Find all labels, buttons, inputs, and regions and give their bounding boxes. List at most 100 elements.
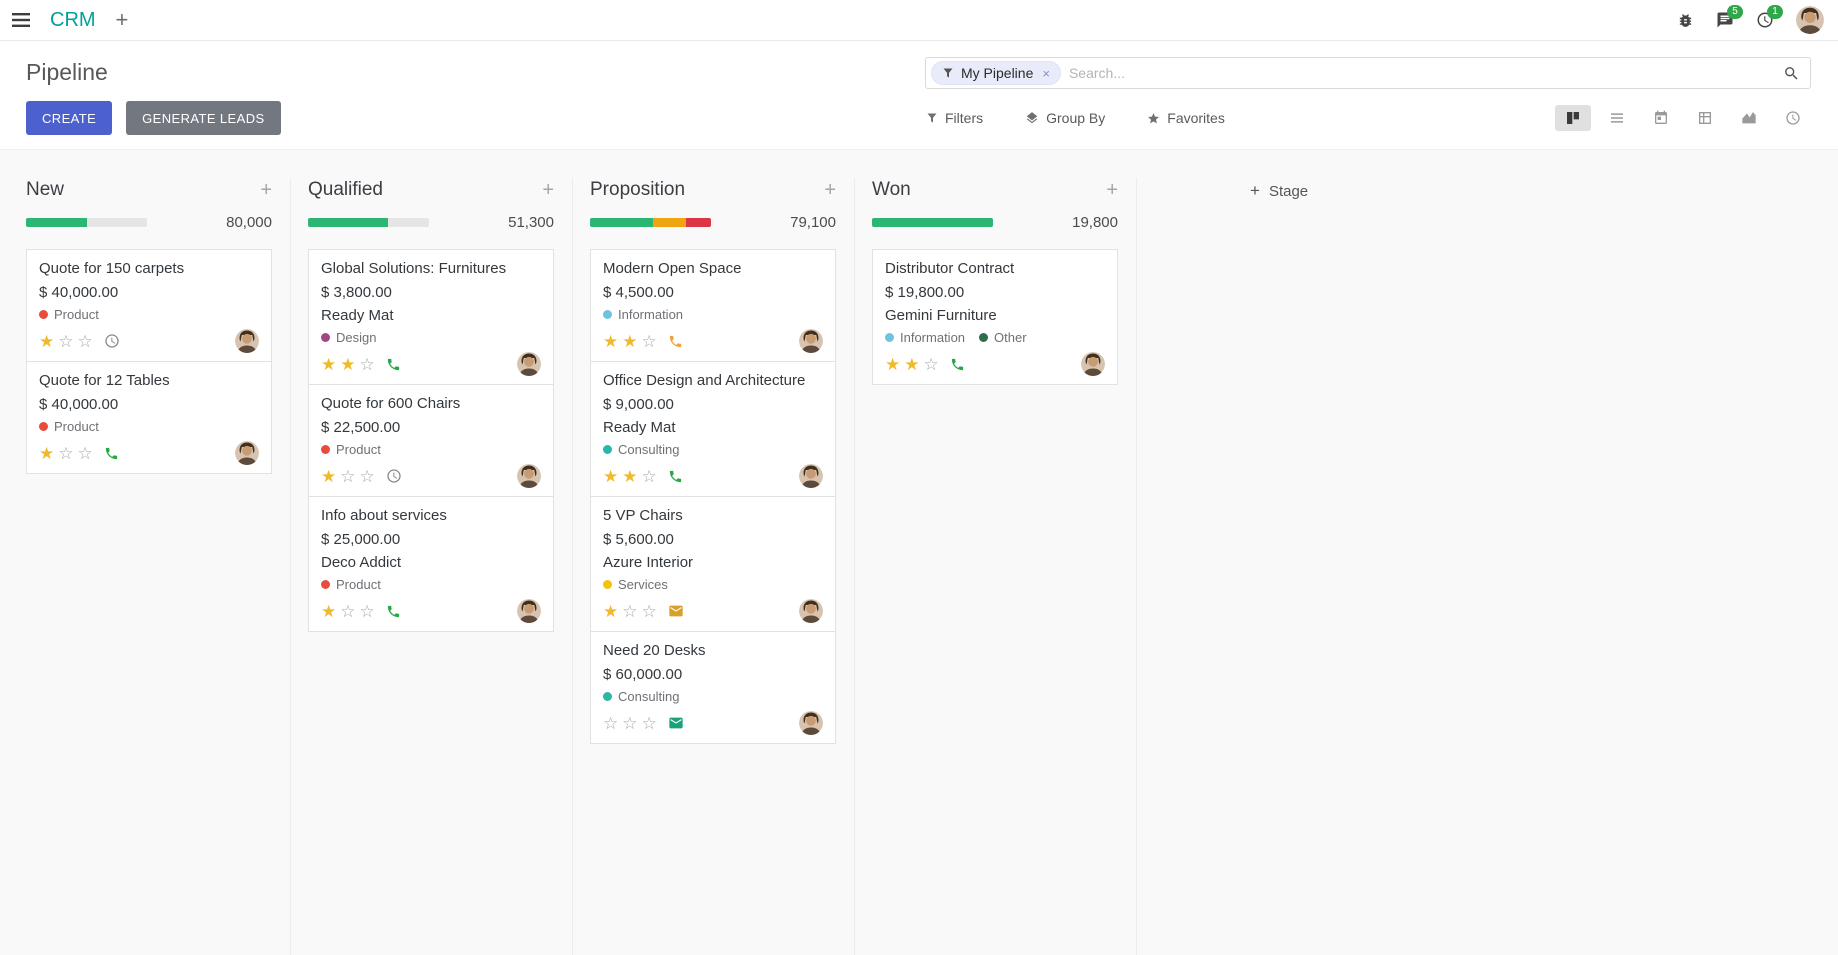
card-title: Distributor Contract bbox=[885, 260, 1015, 277]
kanban-card[interactable]: Distributor Contract $ 19,800.00 Gemini … bbox=[872, 249, 1118, 385]
control-panel: Pipeline My Pipeline × CREATE GENERATE L… bbox=[0, 41, 1838, 149]
priority-stars[interactable]: ★ ★ ☆ bbox=[603, 466, 657, 486]
column-add-icon[interactable] bbox=[542, 180, 554, 200]
column-progressbar[interactable] bbox=[26, 218, 147, 227]
group-by-label: Group By bbox=[1046, 110, 1106, 126]
kanban-board: New 80,000 Quote for 150 carpets $ 40,00… bbox=[0, 149, 1838, 955]
kanban-card[interactable]: Info about services $ 25,000.00 Deco Add… bbox=[308, 496, 554, 632]
envelope-icon[interactable] bbox=[668, 603, 684, 619]
kanban-view-icon[interactable] bbox=[1555, 105, 1591, 131]
card-amount: $ 40,000.00 bbox=[39, 284, 119, 301]
nav-plus-icon[interactable]: + bbox=[115, 7, 129, 32]
generate-leads-button[interactable]: GENERATE LEADS bbox=[126, 101, 281, 135]
activity-view-icon[interactable] bbox=[1775, 105, 1811, 131]
list-view-icon[interactable] bbox=[1599, 105, 1635, 131]
calendar-view-icon[interactable] bbox=[1643, 105, 1679, 131]
activities-clock-icon[interactable]: 1 bbox=[1756, 5, 1783, 29]
avatar bbox=[799, 329, 823, 353]
avatar bbox=[1081, 352, 1105, 376]
tag: Services bbox=[603, 577, 668, 592]
priority-stars[interactable]: ★ ★ ☆ bbox=[885, 354, 939, 374]
priority-stars[interactable]: ★ ☆ ☆ bbox=[321, 601, 375, 621]
column-progressbar[interactable] bbox=[308, 218, 429, 227]
clock-icon[interactable] bbox=[386, 468, 402, 484]
column-progressbar[interactable] bbox=[872, 218, 993, 227]
search-facet-my-pipeline[interactable]: My Pipeline × bbox=[931, 61, 1061, 85]
create-button[interactable]: CREATE bbox=[26, 101, 113, 135]
column-counter: 79,100 bbox=[790, 214, 836, 231]
search-bar[interactable]: My Pipeline × bbox=[925, 57, 1811, 89]
pivot-view-icon[interactable] bbox=[1687, 105, 1723, 131]
kanban-card[interactable]: Modern Open Space $ 4,500.00 Information… bbox=[590, 249, 836, 362]
favorites-label: Favorites bbox=[1167, 110, 1225, 126]
tag: Product bbox=[39, 307, 99, 322]
column-add-icon[interactable] bbox=[260, 180, 272, 200]
tag-dot bbox=[603, 445, 612, 454]
user-avatar[interactable] bbox=[1796, 6, 1824, 34]
kanban-card[interactable]: Global Solutions: Furnitures $ 3,800.00 … bbox=[308, 249, 554, 385]
kanban-card[interactable]: Need 20 Desks $ 60,000.00 Consulting ☆ ☆ ☆ bbox=[590, 631, 836, 744]
card-title: Info about services bbox=[321, 507, 447, 524]
priority-stars[interactable]: ★ ★ ☆ bbox=[603, 331, 657, 351]
priority-stars[interactable]: ★ ★ ☆ bbox=[321, 354, 375, 374]
card-amount: $ 60,000.00 bbox=[603, 666, 683, 683]
filter-funnel-icon bbox=[942, 67, 954, 79]
kanban-column-won: Won 19,800 Distributor Contract $ 19,800… bbox=[855, 178, 1137, 955]
debug-bug-icon[interactable] bbox=[1677, 12, 1694, 29]
tag: Information bbox=[603, 307, 683, 322]
column-counter: 19,800 bbox=[1072, 214, 1118, 231]
card-title: 5 VP Chairs bbox=[603, 507, 683, 524]
kanban-card[interactable]: 5 VP Chairs $ 5,600.00 Azure Interior Se… bbox=[590, 496, 836, 632]
phone-icon[interactable] bbox=[386, 357, 401, 372]
kanban-card[interactable]: Quote for 600 Chairs $ 22,500.00 Product… bbox=[308, 384, 554, 497]
add-stage-label: Stage bbox=[1268, 182, 1309, 200]
priority-stars[interactable]: ★ ☆ ☆ bbox=[39, 443, 93, 463]
graph-view-icon[interactable] bbox=[1731, 105, 1767, 131]
column-progressbar[interactable] bbox=[590, 218, 711, 227]
activities-badge: 1 bbox=[1767, 5, 1783, 19]
layers-icon bbox=[1025, 111, 1039, 125]
filters-menu[interactable]: Filters bbox=[926, 110, 983, 126]
view-switcher bbox=[1555, 101, 1811, 135]
hamburger-menu-icon[interactable] bbox=[12, 12, 30, 28]
phone-icon[interactable] bbox=[668, 334, 683, 349]
card-title: Modern Open Space bbox=[603, 260, 742, 277]
favorites-menu[interactable]: Favorites bbox=[1147, 110, 1225, 126]
tag-label: Consulting bbox=[618, 689, 680, 704]
column-add-icon[interactable] bbox=[1106, 180, 1118, 200]
phone-icon[interactable] bbox=[104, 446, 119, 461]
app-title[interactable]: CRM bbox=[50, 8, 96, 31]
search-input[interactable] bbox=[1060, 65, 1783, 81]
group-by-menu[interactable]: Group By bbox=[1025, 110, 1105, 126]
column-add-icon[interactable] bbox=[824, 180, 836, 200]
kanban-card[interactable]: Quote for 150 carpets $ 40,000.00 Produc… bbox=[26, 249, 272, 362]
tag-dot bbox=[321, 445, 330, 454]
tag-label: Information bbox=[618, 307, 684, 322]
tag-dot bbox=[885, 333, 894, 342]
phone-icon[interactable] bbox=[950, 357, 965, 372]
kanban-column-proposition: Proposition 79,100 Modern Open Space $ 4… bbox=[573, 178, 855, 955]
priority-stars[interactable]: ★ ☆ ☆ bbox=[321, 466, 375, 486]
tag-label: Design bbox=[336, 330, 377, 345]
card-amount: $ 25,000.00 bbox=[321, 531, 401, 548]
column-counter: 51,300 bbox=[508, 214, 554, 231]
clock-icon[interactable] bbox=[104, 333, 120, 349]
add-stage-button[interactable]: Stage bbox=[1250, 182, 1308, 200]
kanban-card[interactable]: Office Design and Architecture $ 9,000.0… bbox=[590, 361, 836, 497]
avatar bbox=[799, 599, 823, 623]
card-partner: Ready Mat bbox=[321, 307, 394, 324]
kanban-card[interactable]: Quote for 12 Tables $ 40,000.00 Product … bbox=[26, 361, 272, 474]
kanban-column-qualified: Qualified 51,300 Global Solutions: Furni… bbox=[291, 178, 573, 955]
search-icon[interactable] bbox=[1783, 65, 1800, 82]
phone-icon[interactable] bbox=[386, 604, 401, 619]
card-title: Office Design and Architecture bbox=[603, 372, 806, 389]
facet-remove-icon[interactable]: × bbox=[1042, 65, 1050, 81]
card-title: Quote for 600 Chairs bbox=[321, 395, 461, 412]
card-partner: Ready Mat bbox=[603, 419, 676, 436]
priority-stars[interactable]: ★ ☆ ☆ bbox=[603, 601, 657, 621]
priority-stars[interactable]: ☆ ☆ ☆ bbox=[603, 713, 657, 733]
priority-stars[interactable]: ★ ☆ ☆ bbox=[39, 331, 93, 351]
phone-icon[interactable] bbox=[668, 469, 683, 484]
messages-icon[interactable]: 5 bbox=[1716, 5, 1743, 29]
envelope-icon[interactable] bbox=[668, 715, 684, 731]
